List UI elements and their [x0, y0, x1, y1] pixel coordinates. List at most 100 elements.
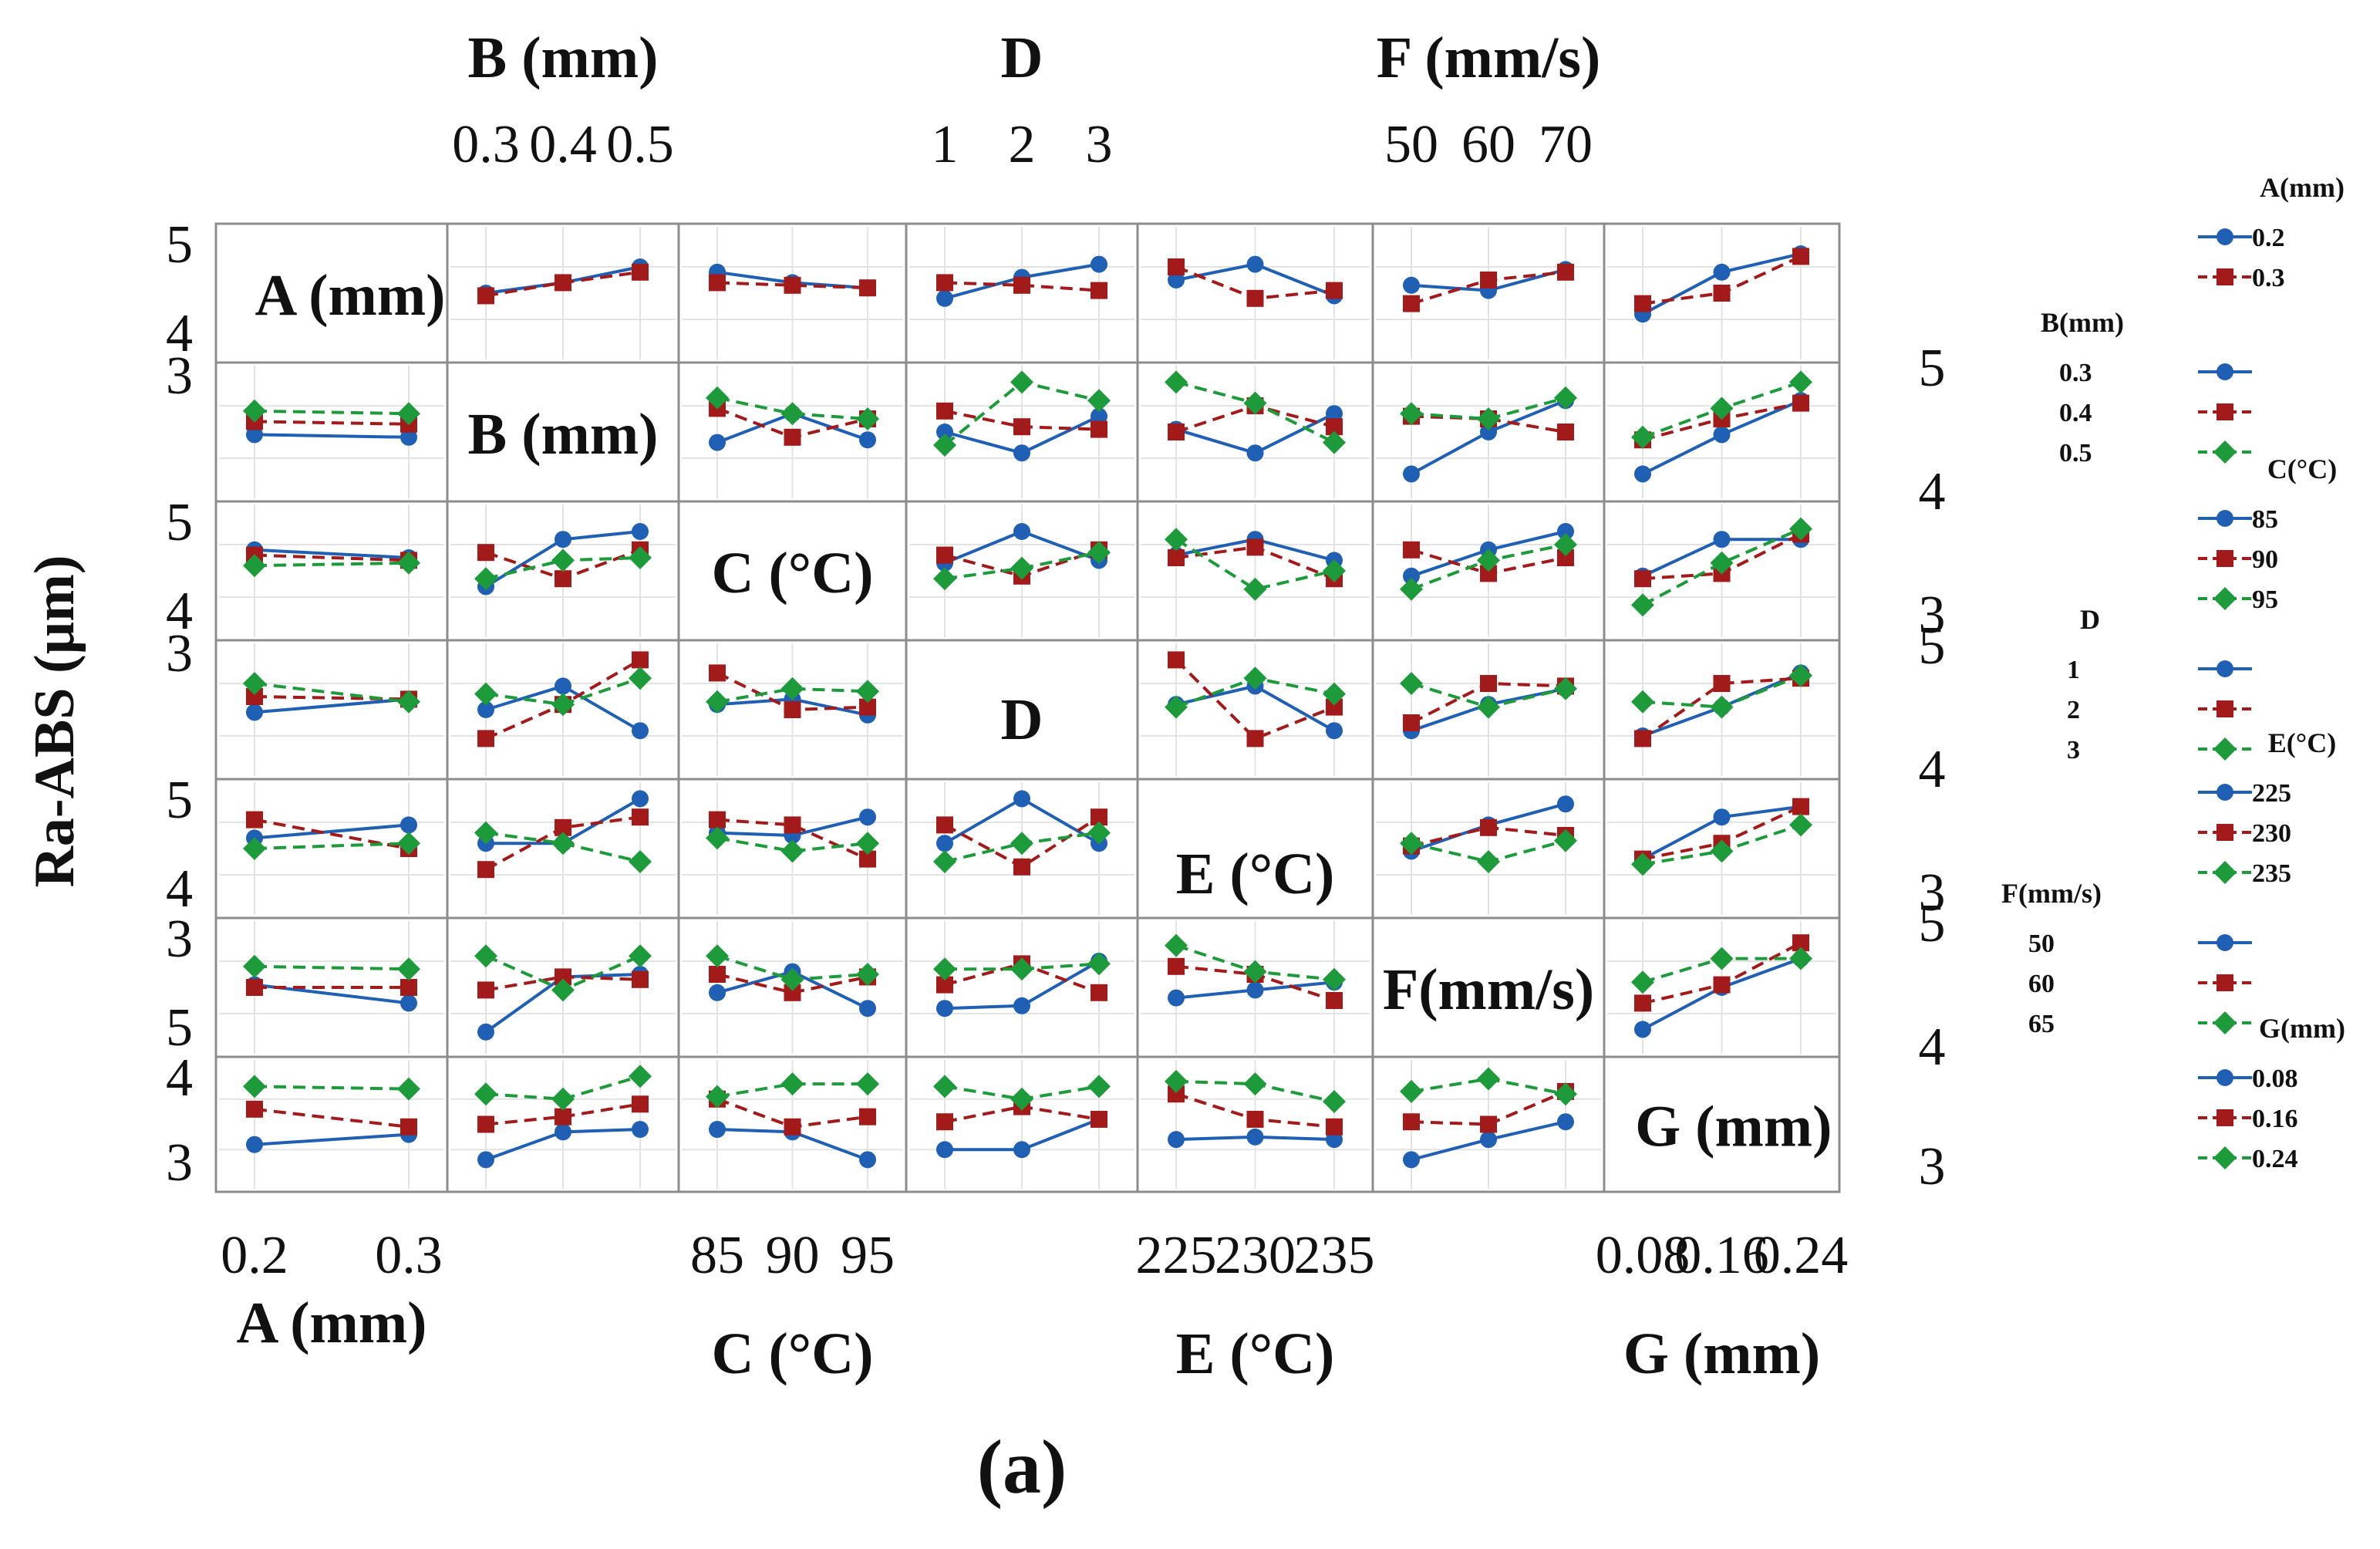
panel-1-1	[446, 361, 680, 503]
data-point-5-6-2-1	[1710, 947, 1734, 970]
data-point-4-6-2-2	[1789, 813, 1812, 837]
left-tick-label: 4	[166, 304, 193, 363]
left-tick-label: 3	[166, 624, 193, 683]
legend-level-A-0: 0.2	[2252, 224, 2285, 252]
data-point-0-5-0-0	[1403, 276, 1420, 294]
legend-level-C-0: 85	[2252, 505, 2278, 534]
data-point-2-5-2-1	[1477, 548, 1500, 572]
data-point-4-5-2-2	[1554, 828, 1577, 852]
data-point-6-4-2-2	[1323, 1090, 1346, 1114]
data-point-2-6-2-0	[1631, 593, 1654, 617]
data-point-3-0-1-0	[246, 688, 263, 705]
data-point-4-1-1-1	[555, 818, 571, 836]
data-point-5-1-1-2	[632, 970, 649, 988]
data-point-1-3-1-0	[936, 402, 953, 420]
data-point-0-4-1-1	[1246, 289, 1264, 307]
data-point-5-0-2-0	[243, 954, 266, 978]
data-point-4-5-2-1	[1477, 850, 1500, 873]
data-point-3-6-2-0	[1631, 690, 1654, 714]
data-point-4-2-2-2	[856, 832, 879, 855]
data-point-1-0-2-1	[397, 402, 420, 426]
data-point-5-0-1-1	[400, 979, 417, 996]
bottom-tick-label: 0.24	[1754, 1226, 1849, 1285]
data-point-1-4-2-1	[1243, 391, 1267, 415]
series-line-C-2	[254, 561, 410, 568]
data-point-5-3-2-0	[933, 957, 956, 981]
series-line-B-1	[254, 420, 410, 426]
legend-title-F: F(mm/s)	[2001, 878, 2102, 909]
legend-marker-G-0	[2217, 1069, 2233, 1086]
data-point-6-5-0-2	[1557, 1113, 1574, 1131]
bottom-tick-label: 90	[766, 1226, 820, 1285]
data-point-5-1-2-2	[629, 944, 652, 968]
data-point-5-0-0-1	[400, 994, 417, 1012]
data-point-1-4-1-0	[1168, 424, 1185, 440]
data-point-4-2-1-0	[709, 811, 726, 828]
left-tick-label: 4	[166, 1048, 193, 1108]
legend-level-G-0: 0.08	[2252, 1065, 2298, 1093]
data-point-5-2-1-0	[709, 966, 726, 983]
data-point-5-1-1-0	[477, 981, 494, 999]
data-point-5-6-0-0	[1634, 1021, 1651, 1038]
figure-caption: (a)	[977, 1424, 1067, 1510]
series-line-E-1	[254, 818, 410, 850]
data-point-0-5-1-0	[1403, 295, 1420, 312]
data-point-4-3-2-2	[1087, 821, 1111, 845]
data-point-4-2-1-1	[784, 816, 801, 834]
bottom-tick-label: 235	[1294, 1226, 1375, 1285]
bottom-tick-label: 0.16	[1674, 1226, 1769, 1285]
data-point-2-0-2-1	[397, 551, 420, 575]
data-point-4-6-0-1	[1713, 808, 1731, 826]
data-point-5-0-1-0	[246, 979, 263, 996]
top-tick-label: 3	[1086, 115, 1113, 174]
data-point-1-3-1-1	[1013, 418, 1030, 436]
left-tick-label: 5	[166, 215, 193, 275]
left-tick-label: 4	[166, 859, 193, 919]
data-point-4-1-0-2	[632, 790, 649, 808]
diagonal-label-D: D	[1001, 687, 1043, 752]
data-point-6-4-0-1	[1246, 1128, 1264, 1146]
data-point-3-0-2-1	[397, 690, 420, 714]
data-point-1-4-1-2	[1326, 418, 1343, 436]
data-point-5-1-0-0	[477, 1023, 494, 1041]
series-line-D-2	[254, 682, 410, 704]
data-point-5-1-2-1	[551, 978, 575, 1002]
data-point-6-2-0-2	[859, 1151, 876, 1169]
data-point-2-1-0-1	[555, 531, 571, 548]
right-tick-label: 3	[1919, 586, 1946, 645]
right-tick-label: 4	[1919, 1017, 1946, 1077]
data-point-6-1-2-1	[551, 1087, 575, 1111]
data-point-0-6-1-1	[1713, 285, 1731, 302]
right-tick-label: 3	[1919, 863, 1946, 923]
diagonal-label-G: G (mm)	[1635, 1095, 1832, 1159]
data-point-1-3-0-2	[1091, 407, 1107, 425]
legend-level-G-2: 0.24	[2252, 1145, 2298, 1173]
data-point-5-4-2-0	[1165, 933, 1188, 957]
data-point-5-4-0-1	[1246, 981, 1264, 999]
data-point-6-5-0-1	[1480, 1131, 1497, 1149]
data-point-3-2-2-1	[780, 677, 804, 700]
data-point-4-3-2-1	[1010, 832, 1033, 855]
data-point-5-2-1-1	[784, 984, 801, 1001]
data-point-3-2-1-2	[859, 698, 876, 716]
series-line-C-2	[1175, 538, 1335, 591]
series-line-E-1	[716, 818, 868, 861]
data-point-6-0-1-1	[400, 1118, 417, 1136]
legend-level-C-2: 95	[2252, 586, 2278, 614]
data-point-5-6-1-1	[1713, 976, 1731, 994]
top-tick-label: 60	[1461, 115, 1515, 174]
data-point-3-5-2-1	[1477, 695, 1500, 719]
data-point-0-3-1-0	[936, 274, 953, 292]
data-point-2-1-2-0	[474, 567, 497, 591]
legend-level-A-1: 0.3	[2252, 264, 2285, 292]
legend-marker-C-1	[2217, 550, 2233, 567]
data-point-1-2-1-1	[784, 428, 801, 446]
data-point-1-6-2-2	[1789, 370, 1812, 394]
top-tick-label: 0.4	[529, 115, 597, 174]
data-point-5-2-2-1	[780, 967, 804, 991]
panel-0-0	[214, 222, 449, 364]
data-point-2-0-2-0	[243, 554, 266, 578]
bottom-tick-label: 0.3	[375, 1226, 443, 1285]
top-axis-title-5: F (mm/s)	[1377, 25, 1601, 90]
data-point-4-3-1-2	[1091, 808, 1107, 826]
